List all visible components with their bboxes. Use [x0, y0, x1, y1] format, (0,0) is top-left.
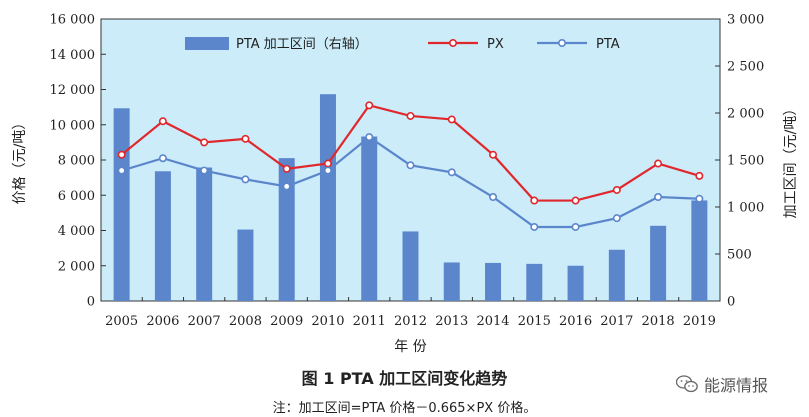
- px-point: [241, 134, 250, 143]
- right-axis-title: 加工区间（元/吨）: [783, 102, 799, 219]
- left-tick-label: 8 000: [58, 154, 95, 169]
- bar: [361, 136, 378, 301]
- x-tick-label: 2017: [600, 314, 633, 329]
- left-tick-label: 4 000: [58, 224, 95, 239]
- figure-title: 图 1 PTA 加工区间变化趋势: [301, 369, 508, 388]
- pta-point: [365, 133, 374, 142]
- left-axis-title: 价格（元/吨）: [12, 116, 28, 205]
- watermark-text: 能源情报: [704, 376, 769, 395]
- bar: [650, 225, 667, 301]
- pta-point: [158, 154, 167, 163]
- legend-label-bar: PTA 加工区间（右轴）: [236, 37, 368, 52]
- pta-point: [323, 166, 332, 175]
- pta-point: [117, 166, 126, 175]
- px-point: [406, 111, 415, 120]
- px-point: [200, 138, 209, 147]
- x-tick-label: 2010: [311, 314, 344, 329]
- px-point: [365, 101, 374, 110]
- px-point: [571, 196, 580, 205]
- pta-point: [406, 161, 415, 170]
- px-point: [530, 196, 539, 205]
- bar: [402, 231, 419, 301]
- bar: [319, 94, 336, 301]
- watermark: 能源情报: [676, 372, 768, 396]
- x-tick-label: 2009: [270, 314, 303, 329]
- right-tick-label: 2 500: [727, 60, 764, 75]
- pta-point: [447, 168, 456, 177]
- px-point: [117, 150, 126, 159]
- pta-point: [612, 214, 621, 223]
- pta-point: [489, 193, 498, 202]
- pta-point: [200, 166, 209, 175]
- px-point: [654, 159, 663, 168]
- left-tick-label: 14 000: [50, 48, 96, 63]
- x-tick-label: 2005: [105, 314, 138, 329]
- chart: 0 2 000 4 000 6 000 8 000 10 000 12 000 14 000 1…: [12, 13, 799, 356]
- x-tick-label: 2011: [353, 314, 386, 329]
- bar: [443, 262, 460, 301]
- bar: [567, 265, 584, 301]
- x-tick-label: 2019: [683, 314, 716, 329]
- pta-point: [530, 222, 539, 231]
- x-tick-label: 2006: [146, 314, 179, 329]
- right-tick-label: 2 000: [727, 107, 764, 122]
- bar: [691, 200, 708, 301]
- bar: [485, 262, 502, 301]
- right-tick-label: 1 500: [727, 154, 764, 169]
- pta-point: [571, 222, 580, 231]
- x-tick-label: 2013: [435, 314, 468, 329]
- right-tick-label: 3 000: [727, 13, 764, 28]
- px-point: [489, 150, 498, 159]
- left-tick-label: 0: [87, 295, 95, 310]
- right-tick-label: 500: [727, 248, 752, 263]
- legend-label-px: PX: [487, 37, 504, 52]
- bar: [526, 263, 543, 301]
- x-tick-label: 2014: [476, 314, 509, 329]
- px-point: [612, 185, 621, 194]
- px-point: [282, 164, 291, 173]
- px-point: [695, 171, 704, 180]
- px-point: [323, 159, 332, 168]
- x-tick-label: 2018: [642, 314, 675, 329]
- pta-point: [241, 175, 250, 184]
- left-tick-label: 16 000: [50, 13, 96, 28]
- bar: [196, 167, 213, 301]
- bar: [154, 171, 171, 301]
- pta-point: [695, 194, 704, 203]
- left-tick-label: 2 000: [58, 259, 95, 274]
- legend-swatch-bar: [185, 37, 229, 50]
- left-tick-label: 10 000: [50, 118, 96, 133]
- left-tick-label: 6 000: [58, 189, 95, 204]
- legend-marker-pta: [557, 38, 566, 47]
- x-tick-label: 2008: [229, 314, 262, 329]
- wechat-icon: [676, 375, 698, 393]
- pta-point: [654, 193, 663, 202]
- px-point: [447, 115, 456, 124]
- right-tick-label: 1 000: [727, 201, 764, 216]
- x-tick-label: 2007: [188, 314, 221, 329]
- left-tick-label: 12 000: [50, 83, 96, 98]
- right-tick-label: 0: [727, 295, 735, 310]
- bar: [608, 249, 625, 301]
- pta-point: [282, 182, 291, 191]
- legend-label-pta: PTA: [596, 37, 620, 52]
- bar: [278, 158, 295, 301]
- figure-note: 注：加工区间=PTA 价格－0.665×PX 价格。: [272, 401, 537, 416]
- px-point: [158, 117, 167, 126]
- bar: [113, 108, 130, 301]
- x-tick-label: 2015: [518, 314, 551, 329]
- x-axis-title: 年 份: [394, 339, 426, 355]
- legend-marker-px: [448, 38, 457, 47]
- x-tick-label: 2012: [394, 314, 427, 329]
- bar: [237, 229, 254, 301]
- x-tick-label: 2016: [559, 314, 592, 329]
